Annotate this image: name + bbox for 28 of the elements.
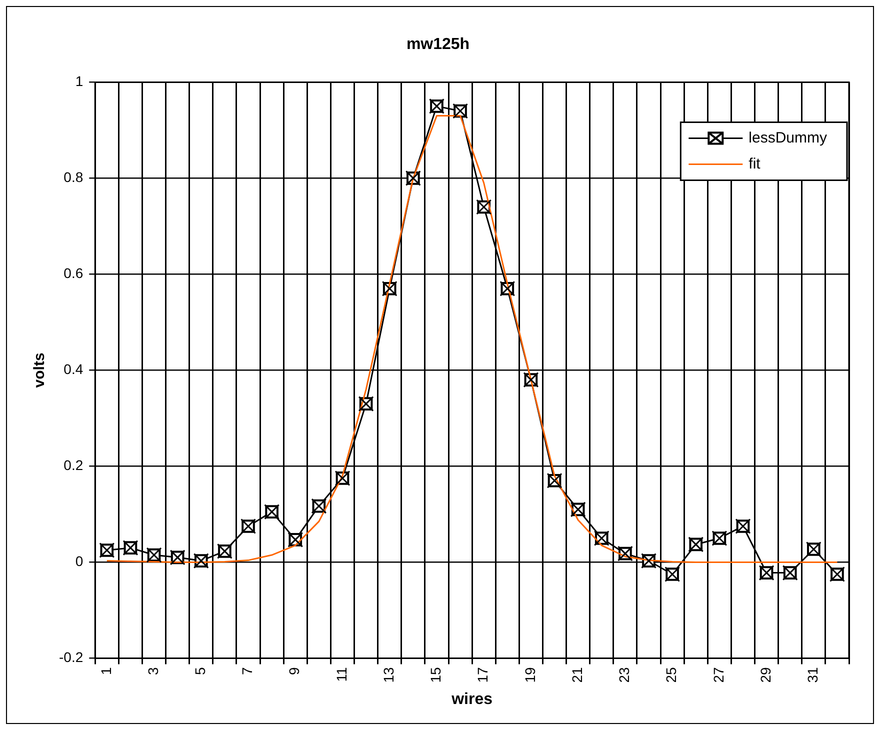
y-axis-title: volts	[31, 352, 48, 388]
x-tick-label: 13	[380, 667, 396, 683]
y-tick-label: 0.8	[64, 169, 84, 186]
y-tick-label: 0.6	[64, 265, 84, 282]
x-tick-label: 1	[98, 667, 114, 676]
y-tick-label: 0.2	[64, 457, 84, 474]
x-tick-label: 29	[757, 667, 774, 683]
x-tick-label: 31	[804, 667, 821, 683]
x-tick-label: 17	[474, 667, 491, 683]
x-tick-label: 27	[710, 667, 726, 683]
x-tick-label: 9	[286, 667, 302, 676]
y-tick-label: 1	[75, 73, 84, 90]
x-tick-label: 15	[428, 667, 444, 683]
legend-label: lessDummy	[748, 129, 828, 146]
x-tick-label: 11	[333, 667, 350, 682]
chart-title: mw125h	[406, 36, 470, 54]
y-tick-label: 0	[75, 553, 84, 570]
x-tick-label: 23	[616, 667, 632, 683]
x-tick-label: 3	[144, 667, 161, 676]
x-tick-label: 5	[192, 667, 208, 676]
x-axis-title: wires	[450, 690, 493, 708]
x-tick-label: 19	[522, 667, 538, 683]
y-tick-label: 0.4	[64, 361, 84, 378]
x-tick-label: 21	[568, 667, 585, 683]
x-tick-label: 7	[239, 667, 256, 676]
y-tick-label: -0.2	[59, 649, 84, 666]
legend-label: fit	[748, 155, 762, 172]
x-tick-label: 25	[663, 667, 680, 683]
